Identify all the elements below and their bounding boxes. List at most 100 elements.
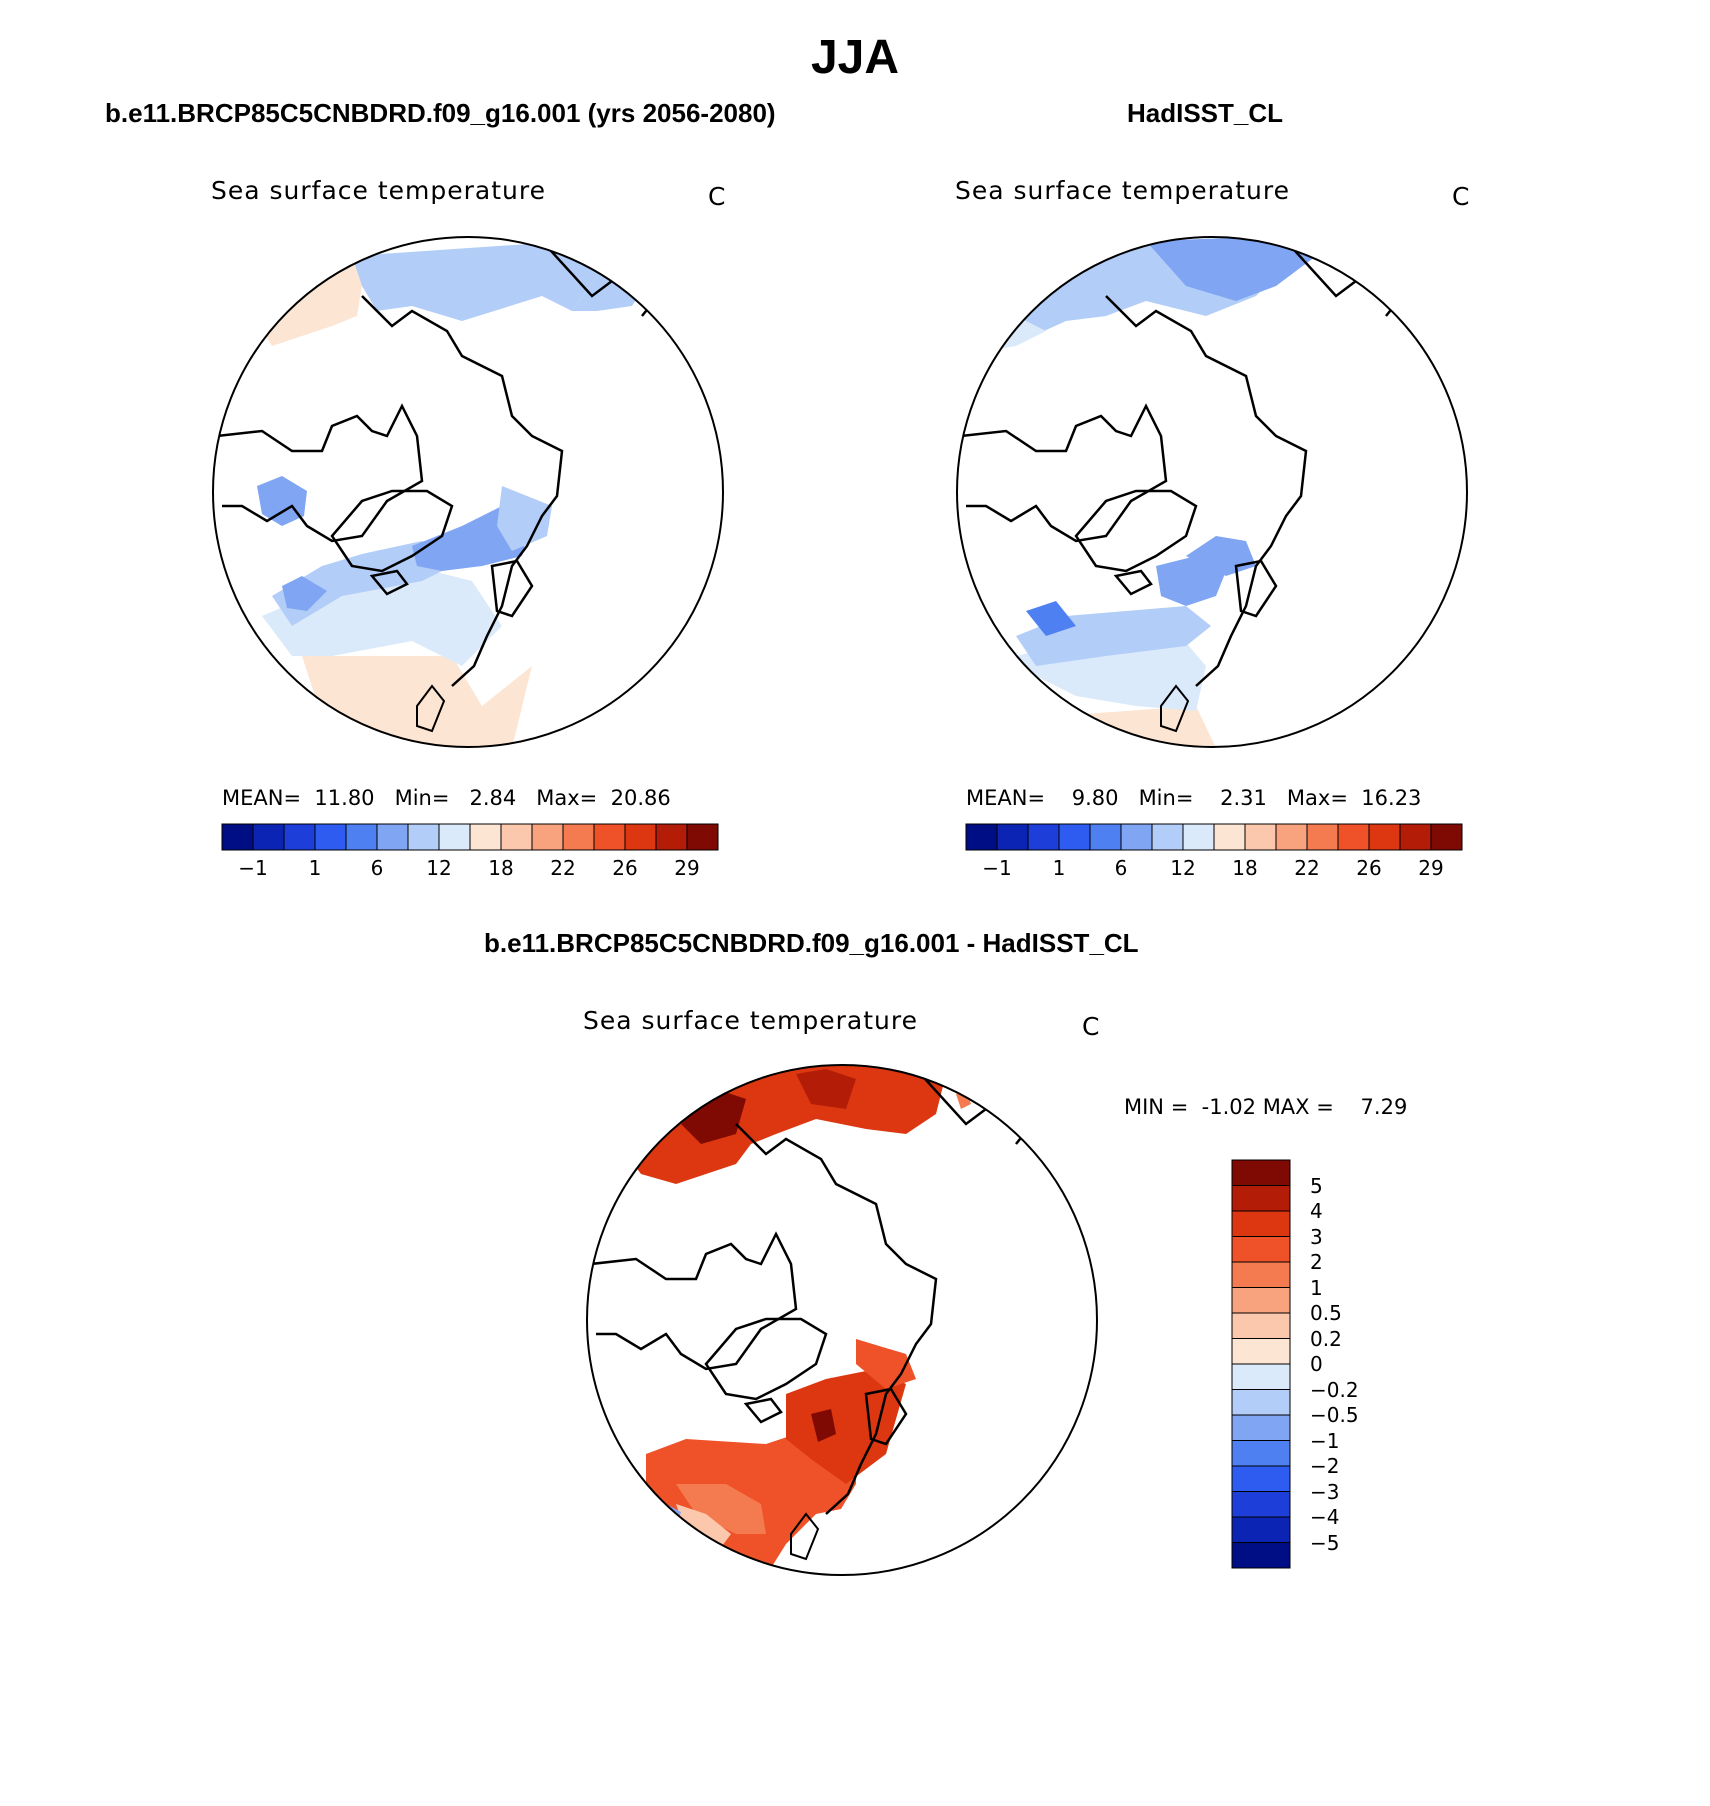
land-outline-scandinavia: [490, 559, 534, 618]
land-outline-eurasia: [361, 295, 564, 687]
colorbar-swatch: [1231, 1542, 1291, 1569]
panel-3-units: C: [1082, 1012, 1100, 1041]
mean-label: MEAN=: [222, 786, 302, 810]
panel-3-stats: MIN = -1.02 MAX = 7.29: [1124, 1095, 1407, 1119]
figure-title: JJA: [810, 31, 900, 84]
colorbar-swatch: [1231, 1491, 1291, 1518]
colorbar-tick-label: 26: [612, 856, 638, 880]
colorbar-swatch: [1151, 823, 1184, 851]
colorbar-swatch: [686, 823, 719, 851]
land-outline-north-america: [590, 1231, 798, 1371]
colorbar-tick-label: 2: [1310, 1250, 1323, 1274]
land-outline-uk: [416, 684, 446, 733]
nordic-seas-region: [786, 1369, 906, 1484]
min-value: 2.31: [1220, 786, 1267, 810]
colorbar-swatch: [1399, 823, 1432, 851]
barents-warm-region: [856, 1339, 916, 1389]
mean-label: MEAN=: [966, 786, 1046, 810]
atlantic-warm-region: [1056, 706, 1216, 747]
land-outline-greenland: [1074, 489, 1198, 573]
max-label: Max=: [536, 786, 598, 810]
panel-2-title: HadISST_CL: [1127, 98, 1284, 128]
panel-3-polar-map: [586, 1064, 1098, 1576]
max-value: 20.86: [610, 786, 671, 810]
colorbar-tick-label: 12: [426, 856, 452, 880]
labrador-sea-region: [1026, 601, 1076, 636]
colorbar-tick-label: 12: [1170, 856, 1196, 880]
colorbar-swatch: [1231, 1236, 1291, 1263]
colorbar-tick-label: 18: [488, 856, 514, 880]
colorbar-swatch: [1231, 1338, 1291, 1365]
colorbar-tick-label: −0.5: [1310, 1403, 1359, 1427]
panel-1-colorbar: [221, 823, 719, 851]
colorbar-swatch: [593, 823, 626, 851]
colorbar-tick-label: 0.5: [1310, 1301, 1342, 1325]
colorbar-tick-label: −4: [1310, 1505, 1340, 1529]
panel-1-colorbar-ticks: −1 1 6 12 18 22 26 29: [0, 856, 1710, 886]
colorbar-swatch: [1231, 1440, 1291, 1467]
colorbar-swatch: [1231, 1516, 1291, 1543]
colorbar-swatch: [1244, 823, 1277, 851]
panel-1-variable-label: Sea surface temperature: [211, 176, 546, 205]
colorbar-swatch: [469, 823, 502, 851]
panel-2-units: C: [1452, 182, 1470, 211]
colorbar-swatch: [500, 823, 533, 851]
colorbar-tick-label: −2: [1310, 1454, 1340, 1478]
panel-2-colorbar-ticks: −1 1 6 12 18 22 26 29: [0, 856, 1710, 886]
colorbar-swatch: [1231, 1210, 1291, 1237]
panel-1-stats: MEAN= 11.80 Min= 2.84 Max= 20.86: [222, 786, 671, 810]
colorbar-tick-label: 18: [1232, 856, 1258, 880]
min-value: 2.84: [469, 786, 517, 810]
land-outline-greenland: [704, 1317, 828, 1401]
colorbar-tick-label: 0.2: [1310, 1326, 1342, 1351]
colorbar-tick-label: 22: [550, 856, 576, 880]
colorbar-swatch: [1368, 823, 1401, 851]
nordic-hot-region: [811, 1409, 836, 1442]
panel-3-colorbar: [1231, 1159, 1291, 1569]
atlantic-cool-region: [272, 541, 452, 626]
colorbar-swatch: [407, 823, 440, 851]
max-label: MAX =: [1262, 1095, 1334, 1119]
land-outline-north-america: [960, 403, 1168, 543]
atlantic-sub-region: [676, 1484, 766, 1534]
nordic-seas-region: [1156, 556, 1226, 606]
colorbar-swatch: [221, 823, 254, 851]
land-outline-eurasia: [735, 1123, 938, 1515]
colorbar-swatch: [1231, 1287, 1291, 1314]
panel-2-variable-label: Sea surface temperature: [955, 176, 1290, 205]
mean-value: 11.80: [314, 786, 375, 810]
colorbar-swatch: [1430, 823, 1463, 851]
colorbar-swatch: [438, 823, 471, 851]
colorbar-tick-label: 5: [1310, 1173, 1323, 1198]
colorbar-tick-label: 1: [1052, 856, 1066, 880]
colorbar-swatch: [1089, 823, 1122, 851]
colorbar-tick-label: 1: [1310, 1275, 1323, 1300]
panel-1-units: C: [708, 182, 726, 211]
colorbar-swatch: [1337, 823, 1370, 851]
colorbar-swatch: [965, 823, 998, 851]
colorbar-swatch: [314, 823, 347, 851]
colorbar-swatch: [624, 823, 657, 851]
pacific-hot-region: [681, 1089, 746, 1144]
colorbar-tick-label: −3: [1310, 1479, 1340, 1504]
land-outline-uk: [1160, 684, 1190, 733]
min-label: Min=: [1138, 786, 1194, 810]
colorbar-swatch: [1231, 1159, 1291, 1186]
colorbar-tick-label: 4: [1310, 1199, 1323, 1223]
land-outline-scandinavia: [1234, 559, 1278, 618]
labrador-sea-region: [282, 576, 327, 611]
panel-1-title: b.e11.BRCP85C5CNBDRD.f09_g16.001 (yrs 20…: [105, 98, 776, 128]
land-outline-scandinavia: [864, 1387, 908, 1446]
colorbar-swatch: [1231, 1389, 1291, 1416]
colorbar-swatch: [1306, 823, 1339, 851]
colorbar-swatch: [1231, 1414, 1291, 1441]
max-value: 16.23: [1361, 786, 1422, 810]
colorbar-swatch: [1027, 823, 1060, 851]
colorbar-tick-label: 3: [1310, 1224, 1323, 1249]
colorbar-swatch: [531, 823, 564, 851]
colorbar-tick-label: −5: [1310, 1530, 1340, 1555]
colorbar-swatch: [655, 823, 688, 851]
pacific-hot-region-2: [796, 1069, 856, 1109]
mean-value: 9.80: [1071, 786, 1119, 810]
colorbar-tick-label: 6: [370, 856, 384, 880]
